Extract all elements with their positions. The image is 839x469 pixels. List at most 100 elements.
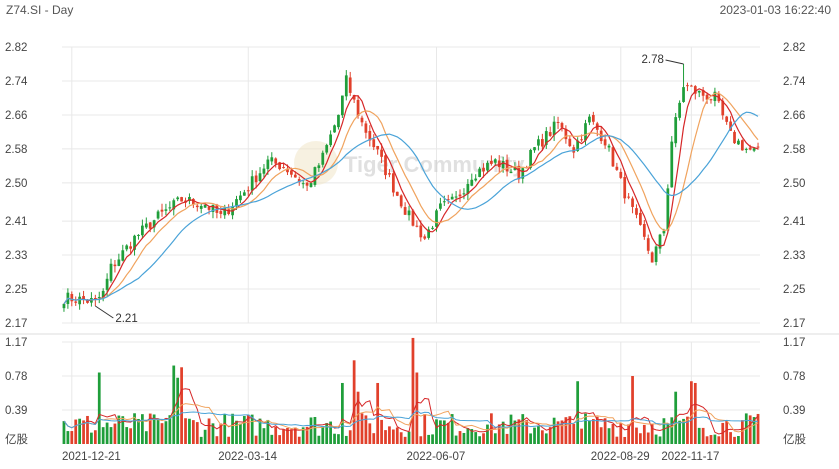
volume-bar	[419, 436, 423, 444]
x-tick-label: 2022-08-29	[591, 451, 650, 463]
candle-body	[446, 199, 450, 201]
candle-body	[219, 211, 223, 214]
volume-bar	[740, 420, 744, 444]
candle-body	[470, 179, 474, 186]
candle-body	[482, 167, 485, 172]
volume-bar	[246, 414, 250, 444]
volume-bar	[580, 428, 583, 444]
volume-ma-slow-line	[63, 410, 759, 429]
volume-bar	[521, 414, 525, 444]
candle-body	[317, 165, 321, 169]
volume-bar	[290, 429, 293, 444]
candle-body	[442, 201, 446, 203]
volume-bar	[258, 418, 262, 444]
candle-body	[439, 203, 442, 209]
candle-body	[278, 162, 282, 170]
volume-bar	[525, 420, 529, 444]
candle-body	[403, 207, 407, 215]
candle-body	[125, 245, 129, 250]
candle-body	[615, 166, 619, 170]
price-tick-left: 2.41	[5, 216, 27, 228]
volume-bar	[607, 428, 611, 444]
candle-body	[180, 197, 183, 202]
candle-body	[242, 192, 246, 196]
volume-bar	[642, 424, 646, 444]
candle-body	[611, 147, 615, 167]
candle-body	[239, 195, 242, 201]
volume-bar	[603, 418, 607, 444]
price-tick-right: 2.74	[783, 76, 806, 88]
volume-tick-right: 0.39	[783, 405, 805, 417]
candle-body	[419, 225, 423, 238]
candle-body	[93, 297, 97, 299]
volume-bar	[337, 434, 340, 444]
candle-body	[690, 85, 693, 87]
volume-bar	[325, 423, 329, 444]
low-annotation-line	[95, 305, 114, 319]
volume-bar	[399, 432, 403, 444]
volume-bar	[286, 428, 289, 444]
price-tick-left: 2.50	[5, 178, 27, 190]
candle-body	[148, 222, 152, 229]
high-annotation-label: 2.78	[642, 54, 664, 66]
candle-body	[391, 173, 395, 193]
candle-body	[113, 264, 117, 267]
candle-body	[368, 130, 372, 141]
candle-body	[658, 234, 662, 249]
candle-body	[356, 99, 360, 116]
volume-bar	[533, 427, 536, 444]
volume-bar	[372, 433, 376, 444]
volume-bar	[713, 434, 717, 444]
candle-body	[693, 86, 697, 94]
volume-bar	[411, 337, 415, 444]
candle-body	[101, 290, 105, 298]
candle-body	[513, 167, 517, 170]
volume-tick-left: 0.78	[5, 371, 27, 383]
x-tick-label: 2021-12-21	[62, 451, 121, 463]
candle-body	[431, 227, 434, 229]
volume-bar	[329, 421, 332, 444]
candle-body	[341, 95, 344, 116]
volume-bar	[262, 428, 266, 444]
volume-bar	[568, 416, 572, 444]
candle-body	[258, 173, 262, 182]
x-tick-label: 2022-11-17	[661, 451, 719, 463]
price-tick-left: 2.58	[5, 144, 27, 156]
candle-body	[548, 132, 552, 136]
volume-bar	[309, 417, 313, 444]
volume-bar	[497, 424, 501, 444]
candle-body	[195, 205, 199, 208]
candle-body	[274, 158, 278, 164]
volume-bar	[391, 429, 395, 444]
candle-body	[407, 210, 411, 216]
volume-bar	[152, 414, 156, 444]
volume-bar	[631, 376, 634, 444]
candle-body	[556, 121, 560, 123]
volume-bar	[301, 427, 305, 444]
candle-body	[97, 296, 101, 298]
volume-bar	[478, 436, 481, 444]
volume-bar	[509, 414, 513, 444]
candle-body	[529, 150, 532, 168]
candle-body	[509, 171, 513, 174]
candle-body	[490, 160, 493, 164]
volume-bar	[188, 418, 191, 444]
candle-body	[227, 209, 231, 214]
volume-bar	[552, 417, 556, 444]
candle-body	[78, 296, 82, 305]
volume-bar	[697, 427, 701, 444]
volume-bar	[109, 427, 113, 444]
volume-bar	[360, 413, 364, 444]
volume-bar	[662, 418, 666, 444]
volume-bar	[403, 436, 407, 444]
candle-body	[458, 194, 462, 197]
candle-body	[121, 250, 125, 261]
price-tick-right: 2.50	[783, 178, 805, 190]
volume-bar	[556, 421, 560, 444]
candle-body	[172, 200, 176, 210]
x-tick-label: 2022-06-07	[406, 451, 465, 463]
volume-bar	[623, 436, 627, 444]
candle-body	[372, 139, 376, 148]
candle-body	[540, 139, 544, 147]
